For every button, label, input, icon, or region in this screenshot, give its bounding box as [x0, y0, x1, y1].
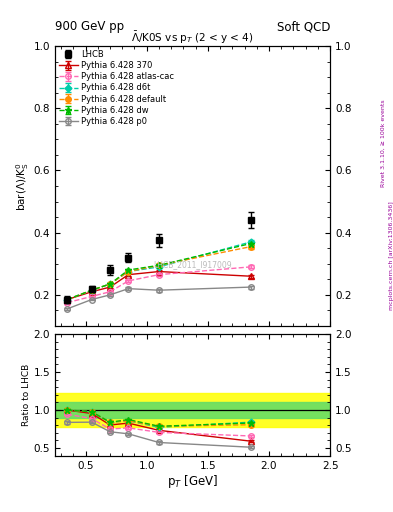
Y-axis label: bar($\Lambda$)/K$^0_\mathrm{S}$: bar($\Lambda$)/K$^0_\mathrm{S}$ [14, 161, 31, 210]
Text: mcplots.cern.ch [arXiv:1306.3436]: mcplots.cern.ch [arXiv:1306.3436] [389, 202, 393, 310]
Text: 900 GeV pp: 900 GeV pp [55, 20, 124, 33]
Text: Rivet 3.1.10, ≥ 100k events: Rivet 3.1.10, ≥ 100k events [381, 99, 386, 187]
Legend: LHCB, Pythia 6.428 370, Pythia 6.428 atlas-cac, Pythia 6.428 d6t, Pythia 6.428 d: LHCB, Pythia 6.428 370, Pythia 6.428 atl… [57, 49, 176, 127]
Title: $\bar{\Lambda}$/K0S vs p$_T$ (2 < y < 4): $\bar{\Lambda}$/K0S vs p$_T$ (2 < y < 4) [131, 30, 254, 46]
Y-axis label: Ratio to LHCB: Ratio to LHCB [22, 364, 31, 426]
X-axis label: p$_T$ [GeV]: p$_T$ [GeV] [167, 473, 218, 490]
Bar [55, 402, 330, 418]
Text: Soft QCD: Soft QCD [277, 20, 330, 33]
Bar [55, 393, 330, 427]
Text: LHCB_2011_I917009: LHCB_2011_I917009 [153, 260, 232, 269]
